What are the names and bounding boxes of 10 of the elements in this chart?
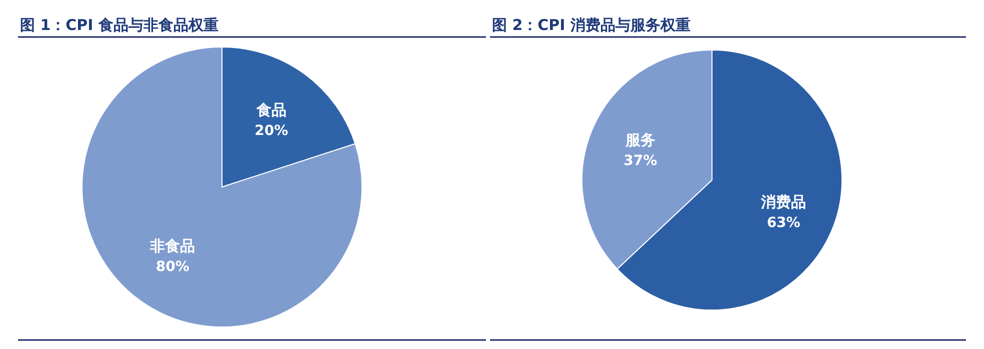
data-label: 63% <box>766 214 800 231</box>
slice-label: 非食品 <box>149 236 196 255</box>
slice-label: 食品 <box>255 101 286 120</box>
slice-label: 服务 <box>624 131 656 150</box>
data-label: 20% <box>254 123 288 140</box>
slice-label: 消费品 <box>760 192 806 211</box>
chart-title: 图 2：CPI 消费品与服务权重 <box>492 16 690 34</box>
chart-title: 图 1：CPI 食品与非食品权重 <box>20 16 218 34</box>
data-label: 37% <box>624 153 658 170</box>
data-label: 80% <box>156 258 190 275</box>
